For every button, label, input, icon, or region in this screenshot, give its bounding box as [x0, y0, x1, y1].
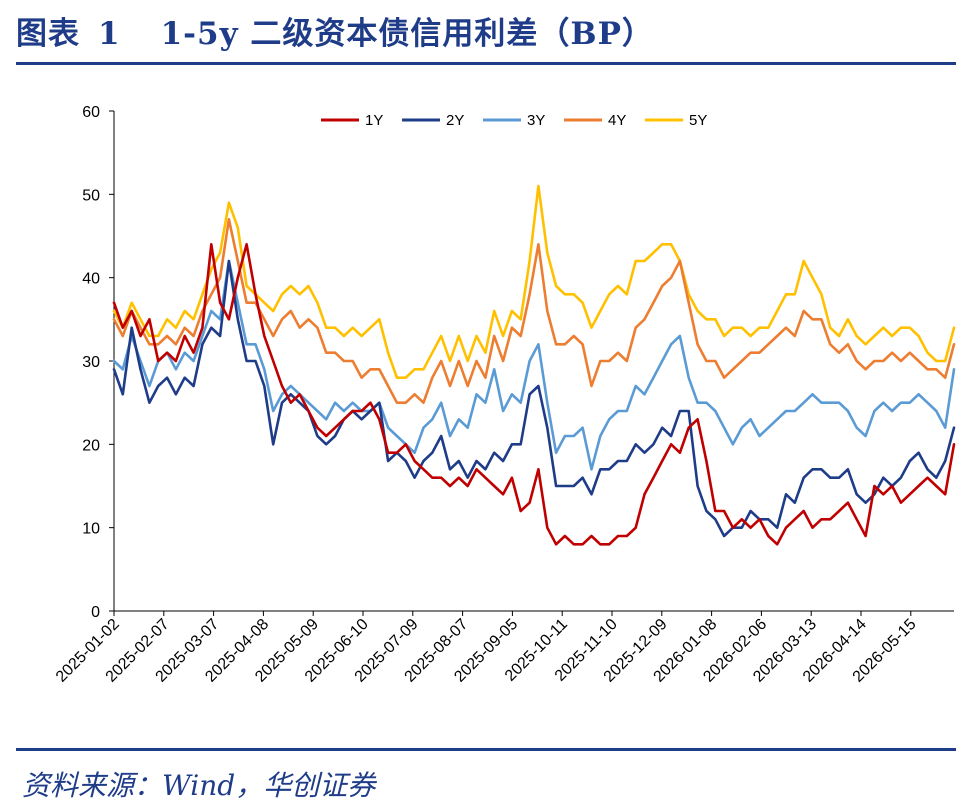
series-line-3y: [112, 259, 956, 471]
series-line-2y: [112, 259, 956, 538]
series-lines: [112, 184, 956, 546]
legend-label-4y: 4Y: [608, 112, 626, 129]
bottom-divider: [16, 748, 956, 751]
legend-label-3y: 3Y: [527, 112, 545, 129]
y-tick-label: 30: [82, 354, 100, 371]
figure-title: 图表 1 1-5y 二级资本债信用利差（BP）: [16, 8, 654, 53]
y-tick-label: 20: [82, 437, 100, 454]
line-chart: 01020304050602025-01-022025-02-072025-03…: [53, 104, 956, 686]
chart-axes: 01020304050602025-01-022025-02-072025-03…: [53, 104, 954, 686]
y-tick-label: 50: [82, 187, 100, 204]
source-note: 资料来源：Wind，华创证券: [22, 769, 376, 802]
legend-label-1y: 1Y: [365, 112, 383, 129]
figure-label: 图表: [16, 16, 80, 52]
y-tick-label: 10: [82, 521, 100, 538]
legend-label-5y: 5Y: [689, 112, 707, 129]
top-divider: [16, 62, 956, 65]
y-tick-label: 40: [82, 271, 100, 288]
chart-title: 1-5y 二级资本债信用利差（BP）: [160, 16, 654, 52]
y-tick-label: 60: [82, 104, 100, 121]
figure-number: 1: [98, 16, 121, 52]
chart-legend: 1Y 2Y 3Y 4Y 5Y: [321, 112, 707, 129]
series-line-1y: [112, 243, 956, 546]
series-line-4y: [112, 218, 956, 405]
legend-label-2y: 2Y: [446, 112, 464, 129]
y-tick-label: 0: [91, 604, 100, 621]
series-line-5y: [112, 184, 956, 380]
